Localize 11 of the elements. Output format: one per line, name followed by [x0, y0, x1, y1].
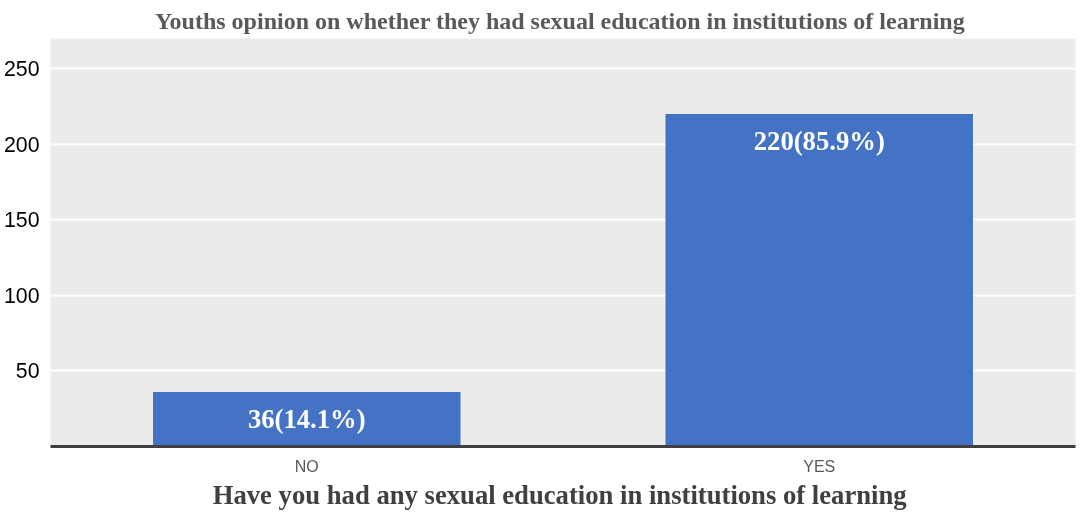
y-tick-label: 150: [3, 208, 40, 233]
data-label: 36(14.1%): [247, 404, 366, 435]
x-tick-label: YES: [803, 457, 836, 475]
x-axis-title: Have you had any sexual education in institutions of learning: [212, 479, 908, 510]
y-tick-label: 50: [15, 359, 40, 384]
data-label: 220(85.9%): [753, 126, 885, 157]
y-tick-label: 100: [3, 283, 40, 308]
x-tick-label: NO: [294, 457, 319, 475]
chart-title: Youths opinion on whether they had sexual education in institutions of learning: [154, 7, 965, 34]
y-tick-label: 250: [3, 57, 40, 82]
y-tick-label: 200: [3, 132, 40, 157]
